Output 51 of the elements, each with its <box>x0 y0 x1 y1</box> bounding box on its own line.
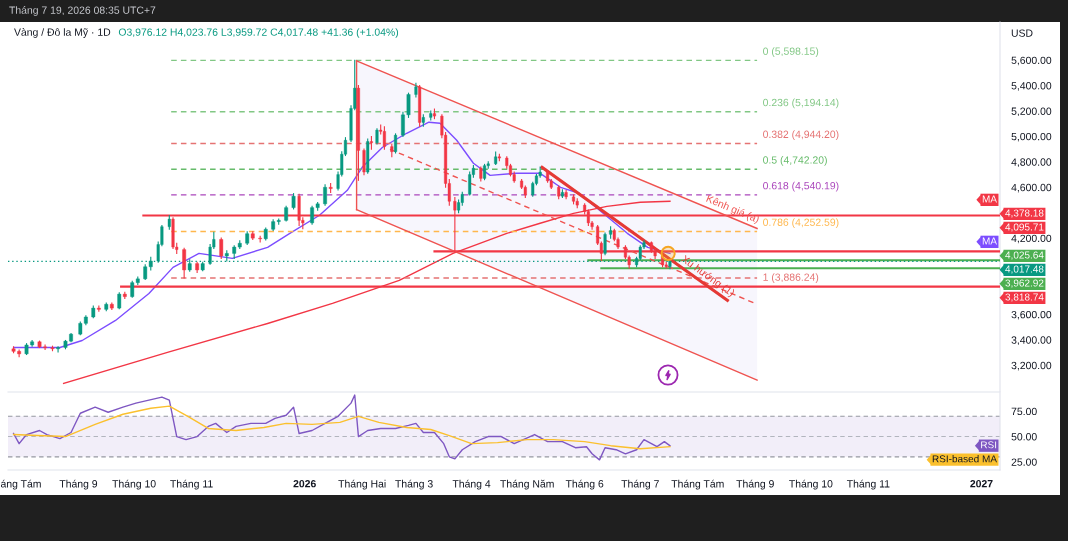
y-tick-label: 4,600.00 <box>1011 183 1052 193</box>
x-tick-label: Tháng 9 <box>736 479 774 490</box>
legend-label: RSI-based MA <box>932 455 997 463</box>
series-label: 0.618 (4,540.19) <box>763 181 839 192</box>
legend-label: 4,025.64 <box>1005 251 1044 260</box>
x-tick-label: Tháng 9 <box>59 479 98 490</box>
y-tick-label: 50.00 <box>1011 433 1037 441</box>
y-tick-label: 3,200.00 <box>1011 361 1052 371</box>
x-tick-label: 2026 <box>293 480 316 488</box>
series-label: 0.236 (5,194.14) <box>763 98 839 109</box>
y-axis-title: USD <box>1011 29 1033 37</box>
x-tick-label: Tháng 6 <box>565 479 604 490</box>
x-tick-label: 2027 <box>970 480 993 488</box>
series-label: 0.5 (4,742.20) <box>763 156 827 166</box>
y-tick-label: 5,200.00 <box>1011 107 1052 117</box>
x-tick-label: Tháng 3 <box>395 479 433 490</box>
legend-label: 3,818.74 <box>1005 293 1044 302</box>
series-label: 4,017.48 <box>1005 265 1044 274</box>
chart-title: Vàng / Đô la Mỹ · 1D <box>14 28 111 38</box>
y-tick-label: 4,800.00 <box>1011 158 1052 167</box>
legend-label: RSI <box>981 441 997 449</box>
series-label: 0.786 (4,252.59) <box>763 218 839 228</box>
x-tick-label: Tháng 11 <box>846 479 890 490</box>
x-tick-label: Tháng 10 <box>112 479 156 490</box>
y-tick-label: 75.00 <box>1011 407 1037 416</box>
y-tick-label: 3,600.00 <box>1011 310 1052 320</box>
x-tick-label: Tháng 7 <box>621 479 659 490</box>
text: Kênh giá (a) <box>705 194 760 225</box>
x-tick-label: Tháng 4 <box>452 479 491 490</box>
text: Tháng 7 19, 2026 08:35 UTC+7 <box>9 6 156 16</box>
series-label: 4,378.18 <box>1005 209 1044 218</box>
series-label: 0.382 (4,944.20) <box>763 130 839 141</box>
y-tick-label: 5,400.00 <box>1011 82 1052 91</box>
chart-subtitle: O3,976.12 H4,023.76 L3,959.72 C4,017.48 +41.36 (+1.04%) <box>118 28 399 38</box>
y-tick-label: 5,600.00 <box>1011 56 1052 66</box>
series-label: 3,962.92 <box>1005 279 1044 288</box>
x-tick-label: Tháng Tám <box>671 479 724 490</box>
series-label: 1 (3,886.24) <box>763 273 819 283</box>
y-tick-label: 3,400.00 <box>1011 336 1052 345</box>
legend-label: 4,095.71 <box>1005 223 1044 232</box>
legend-label: MA <box>982 237 997 245</box>
y-tick-label: 5,000.00 <box>1011 132 1052 142</box>
x-tick-label: Tháng Năm <box>500 479 554 490</box>
y-tick-label: 4,200.00 <box>1011 234 1052 244</box>
x-tick-label: áng Tám <box>0 479 41 490</box>
legend-label: MA <box>982 195 997 203</box>
y-tick-label: 25.00 <box>1011 458 1037 466</box>
series-label: 0 (5,598.15) <box>763 47 819 57</box>
x-tick-label: Tháng 11 <box>170 479 213 490</box>
x-tick-label: Tháng 10 <box>789 479 833 490</box>
x-tick-label: Tháng Hai <box>338 479 386 490</box>
